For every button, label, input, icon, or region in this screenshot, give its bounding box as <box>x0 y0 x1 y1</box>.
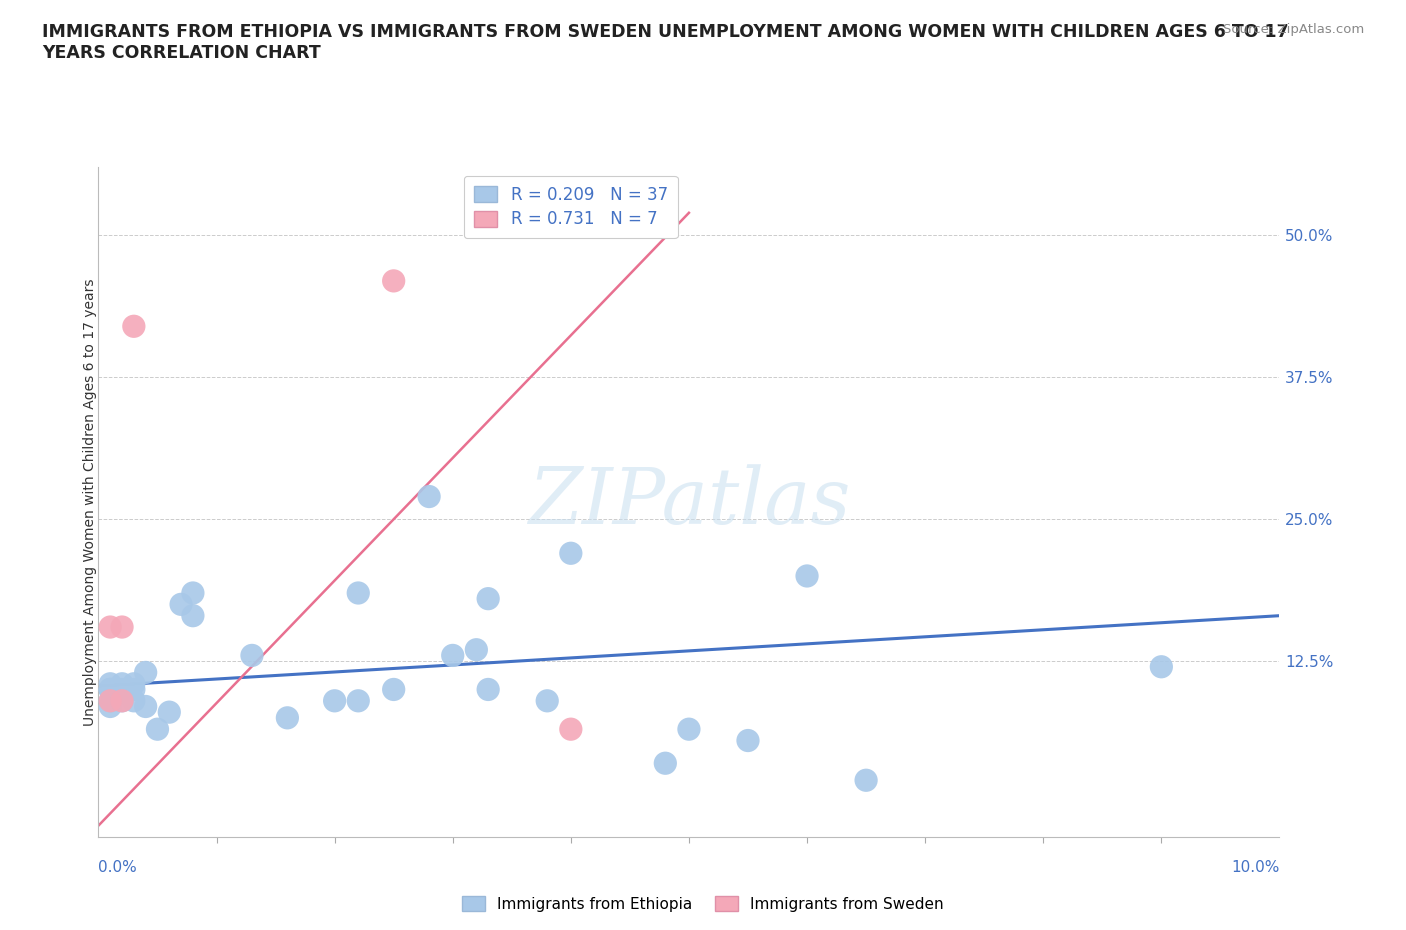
Point <box>1150 659 1173 674</box>
Point <box>855 773 877 788</box>
Point <box>98 682 121 697</box>
Point <box>382 682 405 697</box>
Point <box>536 694 558 709</box>
Point <box>122 676 145 691</box>
Point <box>146 722 169 737</box>
Point <box>98 694 121 709</box>
Point <box>181 586 204 601</box>
Text: 0.0%: 0.0% <box>98 860 138 875</box>
Text: IMMIGRANTS FROM ETHIOPIA VS IMMIGRANTS FROM SWEDEN UNEMPLOYMENT AMONG WOMEN WITH: IMMIGRANTS FROM ETHIOPIA VS IMMIGRANTS F… <box>42 23 1289 62</box>
Point <box>347 586 370 601</box>
Point <box>122 682 145 697</box>
Point <box>418 489 440 504</box>
Point <box>737 733 759 748</box>
Point <box>654 756 676 771</box>
Point <box>382 273 405 288</box>
Text: Source: ZipAtlas.com: Source: ZipAtlas.com <box>1223 23 1364 36</box>
Point <box>111 676 134 691</box>
Point <box>122 319 145 334</box>
Point <box>98 699 121 714</box>
Point <box>276 711 298 725</box>
Text: ZIPatlas: ZIPatlas <box>527 464 851 540</box>
Point <box>181 608 204 623</box>
Point <box>796 568 818 583</box>
Point <box>347 694 370 709</box>
Point <box>111 682 134 697</box>
Point <box>111 694 134 709</box>
Point <box>477 591 499 606</box>
Text: 10.0%: 10.0% <box>1232 860 1279 875</box>
Point <box>111 694 134 709</box>
Point <box>477 682 499 697</box>
Point <box>98 619 121 634</box>
Legend: Immigrants from Ethiopia, Immigrants from Sweden: Immigrants from Ethiopia, Immigrants fro… <box>456 890 950 918</box>
Point <box>560 722 582 737</box>
Point <box>98 682 121 697</box>
Point <box>157 705 180 720</box>
Point <box>678 722 700 737</box>
Point <box>240 648 263 663</box>
Point <box>465 643 488 658</box>
Legend: R = 0.209   N = 37, R = 0.731   N = 7: R = 0.209 N = 37, R = 0.731 N = 7 <box>464 176 678 238</box>
Point <box>135 699 157 714</box>
Point <box>560 546 582 561</box>
Y-axis label: Unemployment Among Women with Children Ages 6 to 17 years: Unemployment Among Women with Children A… <box>83 278 97 726</box>
Point <box>98 676 121 691</box>
Point <box>441 648 464 663</box>
Point <box>122 694 145 709</box>
Point <box>170 597 193 612</box>
Point <box>135 665 157 680</box>
Point <box>98 682 121 697</box>
Point <box>111 619 134 634</box>
Point <box>98 694 121 709</box>
Point <box>323 694 346 709</box>
